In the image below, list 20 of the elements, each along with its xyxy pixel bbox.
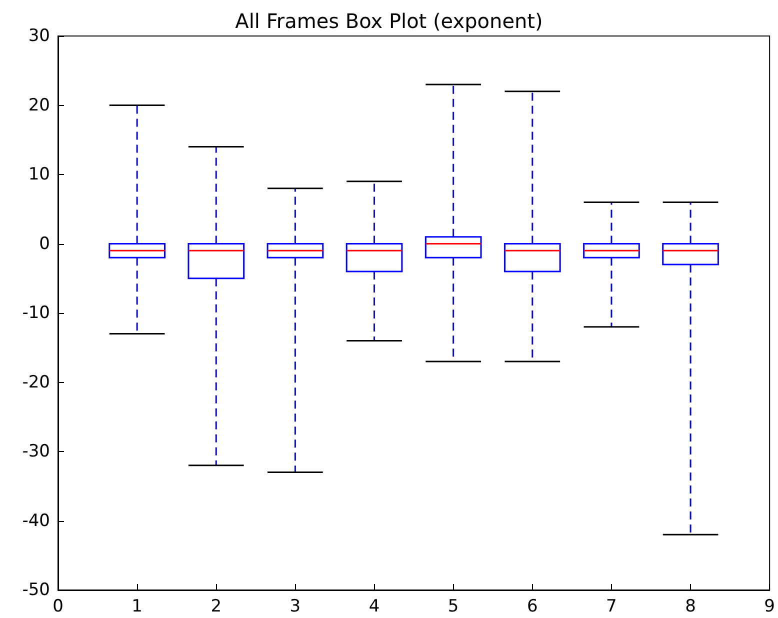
y-tick-label: -40 [22,510,50,531]
x-tick-label: 4 [368,596,380,616]
x-tick-label: 2 [210,596,222,616]
y-tick-label: 10 [28,164,50,184]
x-tick-label: 5 [448,596,459,616]
x-tick-label: 7 [606,596,617,616]
x-tick-label: 0 [52,596,64,616]
y-tick-label: -10 [22,303,50,323]
y-tick-label: -50 [22,580,50,600]
x-tick-label: 9 [764,596,776,616]
chart-title: All Frames Box Plot (exponent) [235,9,543,33]
y-tick-label: 20 [28,95,50,116]
y-tick-label: 30 [28,26,50,46]
x-tick-label: 8 [685,596,696,616]
x-tick-label: 3 [290,596,301,616]
x-tick-label: 1 [132,596,142,616]
y-tick-label: 0 [39,234,50,254]
y-tick-label: -30 [22,442,50,462]
y-tick-label: -20 [22,372,50,392]
x-tick-label: 6 [526,596,538,616]
